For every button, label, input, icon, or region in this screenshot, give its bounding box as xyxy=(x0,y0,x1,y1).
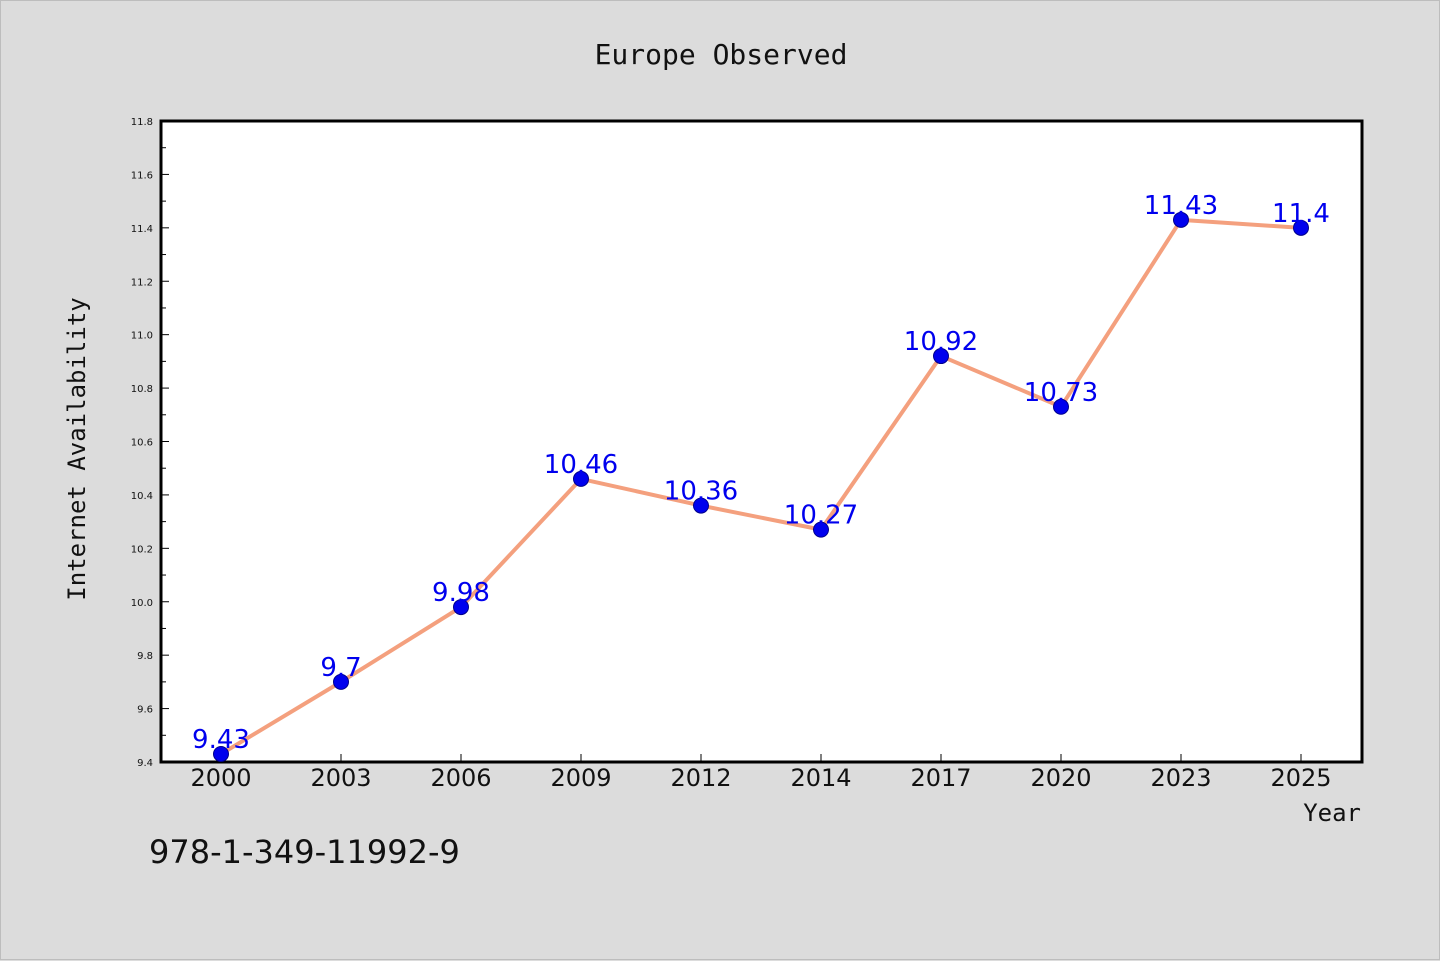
data-point xyxy=(1053,398,1069,415)
footer-code: 978-1-349-11992-9 xyxy=(149,833,460,871)
data-point xyxy=(813,521,829,538)
x-tick-label: 2017 xyxy=(910,764,971,792)
y-axis: 9.4 9.6 9.8 10.0 10.2 10.4 10.6 10.8 11.0 11.2 11.… xyxy=(131,117,169,769)
y-tick-label: 9.4 xyxy=(137,758,153,769)
y-tick-label: 10.6 xyxy=(131,438,153,449)
y-tick-label: 11.2 xyxy=(131,277,153,288)
data-point xyxy=(1173,211,1189,228)
x-tick-label: 2012 xyxy=(670,764,731,792)
data-label: 9.43 xyxy=(192,725,250,755)
y-tick-label: 10.2 xyxy=(131,544,153,555)
x-tick-label: 2023 xyxy=(1150,764,1211,792)
data-point xyxy=(213,745,229,762)
series-layer: 9.43 9.7 9.98 10.46 10.36 10.27 10.92 10.73 11.4… xyxy=(192,191,1330,762)
data-point xyxy=(573,470,589,487)
data-point xyxy=(453,599,469,616)
y-tick-label: 10.0 xyxy=(131,598,153,609)
x-axis: 2000 2003 2006 2009 2012 2014 2017 2020 2023 2025 xyxy=(190,754,1332,792)
plot-area xyxy=(159,119,1364,764)
x-axis-label: Year xyxy=(1303,799,1361,827)
data-label: 9.7 xyxy=(320,653,361,683)
data-label: 10.92 xyxy=(904,327,978,357)
y-tick-label: 9.8 xyxy=(137,651,153,662)
y-tick-label: 11.4 xyxy=(131,224,153,235)
y-tick-label: 9.6 xyxy=(137,705,153,716)
data-point xyxy=(333,673,349,690)
data-label: 10.27 xyxy=(784,501,858,531)
data-label: 11.4 xyxy=(1272,199,1330,229)
x-tick-label: 2009 xyxy=(550,764,611,792)
y-tick-label: 11.6 xyxy=(131,170,153,181)
x-tick-label: 2020 xyxy=(1030,764,1091,792)
data-point xyxy=(933,348,949,365)
data-label: 10.36 xyxy=(664,477,738,507)
y-tick-label: 11.0 xyxy=(131,331,153,342)
data-point xyxy=(1293,219,1309,236)
x-tick-label: 2006 xyxy=(430,764,491,792)
series-line xyxy=(219,217,1302,756)
data-label: 10.73 xyxy=(1024,378,1098,408)
x-tick-label: 2014 xyxy=(790,764,851,792)
x-tick-label: 2025 xyxy=(1270,764,1331,792)
y-axis-label: Internet Availability xyxy=(63,297,91,600)
y-tick-label: 10.4 xyxy=(131,491,153,502)
data-label: 9.98 xyxy=(432,578,490,608)
x-tick-label: 2003 xyxy=(310,764,371,792)
data-label: 10.46 xyxy=(544,450,618,480)
data-point xyxy=(693,497,709,514)
y-tick-label: 11.8 xyxy=(131,117,153,128)
data-label: 11.43 xyxy=(1144,191,1218,221)
y-tick-label: 10.8 xyxy=(131,384,153,395)
x-tick-label: 2000 xyxy=(190,764,251,792)
chart-title: Europe Observed xyxy=(595,38,848,71)
